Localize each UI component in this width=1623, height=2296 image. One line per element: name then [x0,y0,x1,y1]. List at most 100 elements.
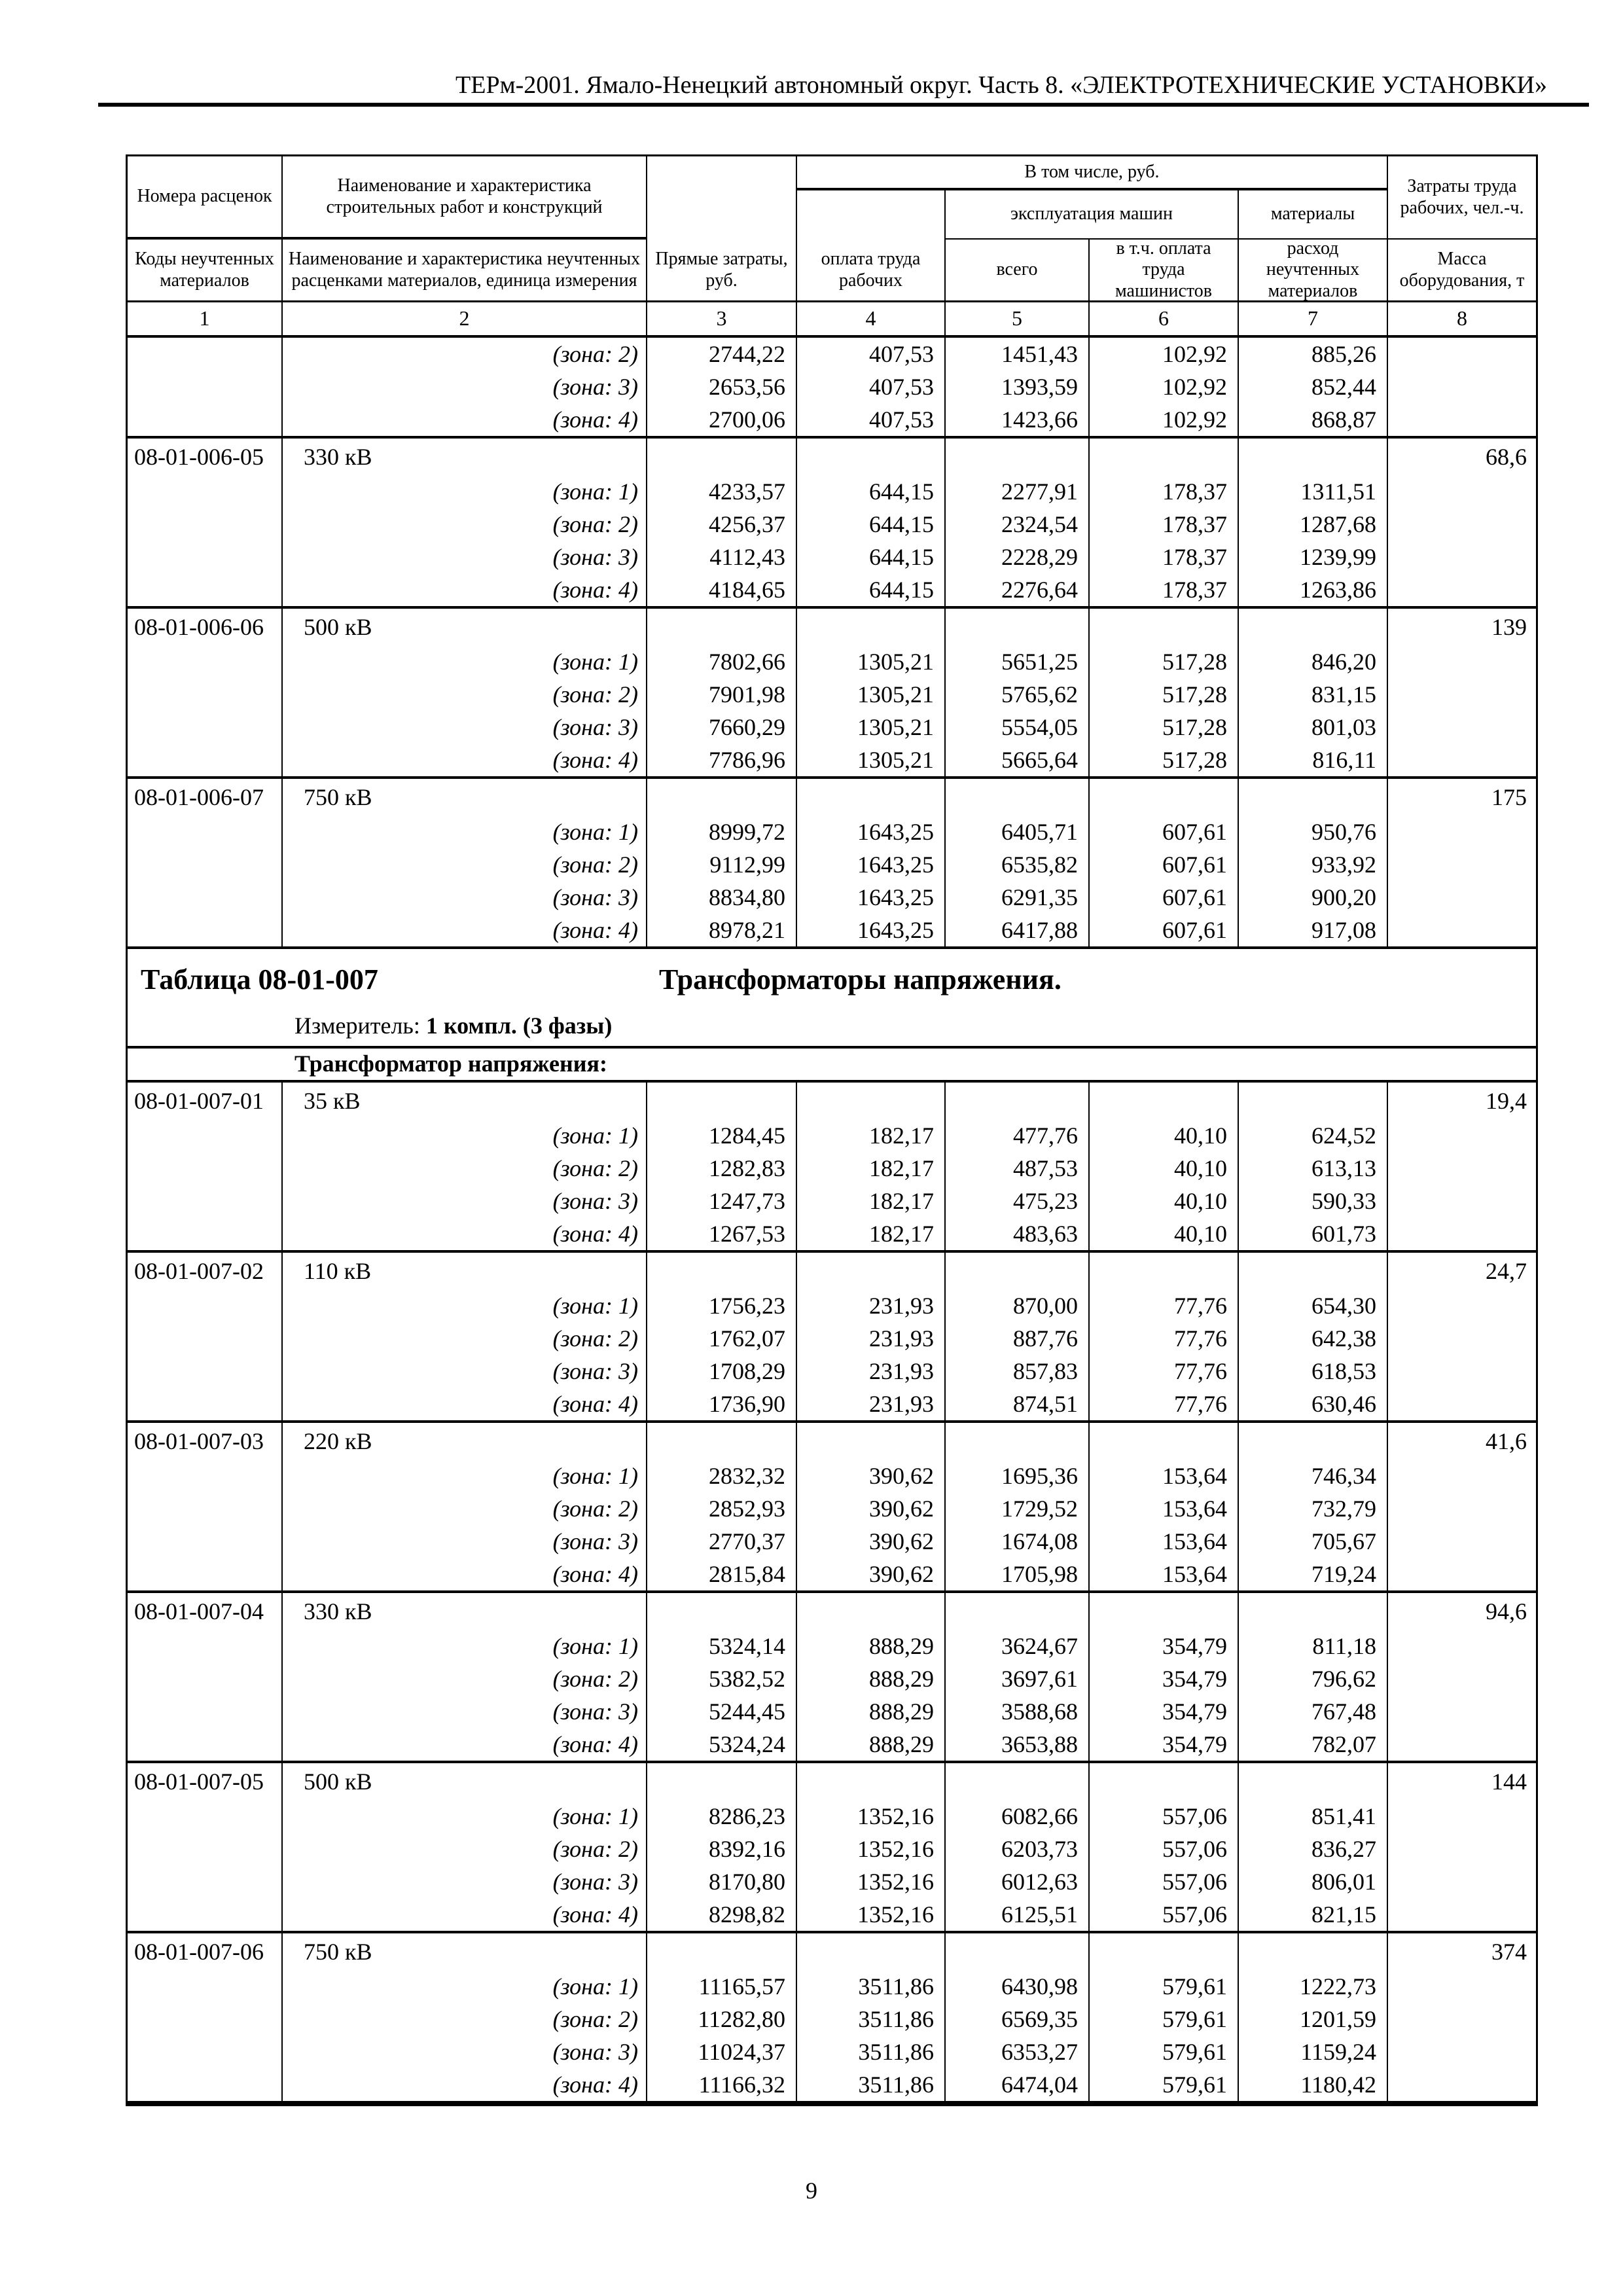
cell-empty [1388,744,1536,776]
cell-total: 1674,08 [946,1525,1090,1558]
cell-empty [128,338,283,370]
cell-empty [128,1119,283,1152]
cell-zone-label: (зона: 4) [283,1558,647,1590]
cell-labor-pay: 1643,25 [797,816,946,848]
cell-empty [1388,1460,1536,1492]
cell-equipment-mass: 175 [1491,784,1527,810]
header-rate-numbers: Номера расценок [128,156,283,240]
cell-empty [647,1083,797,1119]
cell-direct-costs: 5382,52 [647,1662,797,1695]
cell-machinist-pay: 607,61 [1090,881,1239,914]
table-row: (зона: 3) 4112,43 644,15 2228,29 178,37 1239,… [128,541,1536,573]
rate-block: 08-01-007-05 500 кВ 144 (зона: 1) 8286,23 135… [128,1763,1536,1933]
cell-total: 5765,62 [946,678,1090,711]
cell-machinist-pay: 517,28 [1090,678,1239,711]
cell-labor-pay: 3511,86 [797,2068,946,2101]
cell-total: 2324,54 [946,508,1090,541]
cell-materials-consumption: 618,53 [1239,1355,1388,1388]
cell-materials-consumption: 1201,59 [1239,2003,1388,2036]
cell-labor-pay: 644,15 [797,508,946,541]
rate-header-row: 08-01-007-01 35 кВ 19,4 [128,1083,1536,1119]
cell-empty [1388,816,1536,848]
cell-empty [1388,338,1536,370]
cell-direct-costs: 8298,82 [647,1898,797,1931]
cell-machinist-pay: 557,06 [1090,1865,1239,1898]
cell-zone-label: (зона: 2) [283,1322,647,1355]
cell-empty [1388,1662,1536,1695]
cell-machinist-pay: 517,28 [1090,711,1239,744]
cell-labor-pay: 182,17 [797,1217,946,1250]
cell-empty [1388,2036,1536,2068]
cell-direct-costs: 1267,53 [647,1217,797,1250]
table-row: (зона: 4) 8298,82 1352,16 6125,51 557,06 821,… [128,1898,1536,1931]
cell-machinist-pay: 354,79 [1090,1728,1239,1761]
cell-zone-label: (зона: 1) [283,645,647,678]
table-row: (зона: 1) 4233,57 644,15 2277,91 178,37 1311,… [128,475,1536,508]
cell-machinist-pay: 40,10 [1090,1185,1239,1217]
cell-direct-costs: 2815,84 [647,1558,797,1590]
cell-empty [797,439,946,475]
cell-materials-consumption: 1263,86 [1239,573,1388,606]
page-header-title: ТЕРм-2001. Ямало-Ненецкий автономный окр… [455,71,1547,99]
cell-zone-label: (зона: 3) [283,881,647,914]
cell-empty [1388,1695,1536,1728]
cell-empty [128,1322,283,1355]
cell-empty [647,609,797,645]
cell-direct-costs: 11165,57 [647,1970,797,2003]
cell-direct-costs: 2852,93 [647,1492,797,1525]
cell-total: 6353,27 [946,2036,1090,2068]
cell-empty [946,1423,1090,1460]
table-row: (зона: 2) 1762,07 231,93 887,76 77,76 642,38 [128,1322,1536,1355]
header-machinist-pay: в т.ч. оплата труда машинистов [1090,238,1239,301]
cell-direct-costs: 1762,07 [647,1322,797,1355]
section-title: Трансформаторы напряжения. [659,963,1061,996]
cell-empty [1388,1898,1536,1931]
cell-labor-pay: 3511,86 [797,2036,946,2068]
cell-empty [1090,609,1239,645]
cell-zone-label: (зона: 4) [283,1217,647,1250]
cell-labor-pay: 231,93 [797,1289,946,1322]
cell-materials-consumption: 796,62 [1239,1662,1388,1695]
rate-block: 08-01-006-05 330 кВ 68,6 (зона: 1) 4233,57 64… [128,439,1536,609]
cell-labor-pay: 1305,21 [797,645,946,678]
cell-direct-costs: 2832,32 [647,1460,797,1492]
cell-direct-costs: 7901,98 [647,678,797,711]
cell-total: 475,23 [946,1185,1090,1217]
cell-materials-consumption: 917,08 [1239,914,1388,946]
cell-empty [128,2068,283,2101]
cell-machinist-pay: 153,64 [1090,1492,1239,1525]
rate-header-row: 08-01-007-04 330 кВ 94,6 [128,1593,1536,1630]
cell-total: 6291,35 [946,881,1090,914]
cell-materials-consumption: 1180,42 [1239,2068,1388,2101]
cell-empty [1090,1933,1239,1970]
cell-zone-label: (зона: 2) [283,678,647,711]
cell-machinist-pay: 354,79 [1090,1630,1239,1662]
cell-empty [1388,711,1536,744]
table-row: (зона: 1) 1756,23 231,93 870,00 77,76 654,30 [128,1289,1536,1322]
table-row: (зона: 4) 4184,65 644,15 2276,64 178,37 1263,… [128,573,1536,606]
cell-empty [128,573,283,606]
cell-labor-pay: 1305,21 [797,711,946,744]
column-numbers-row: 1 2 3 4 5 6 7 8 [128,300,1536,338]
cell-empty [128,403,283,436]
cell-empty [1388,1970,1536,2003]
cell-empty [128,711,283,744]
cell-direct-costs: 8392,16 [647,1833,797,1865]
section-table-number: Таблица 08-01-007 [141,963,378,996]
cell-labor-pay: 182,17 [797,1152,946,1185]
header-direct-costs-label: Прямые затраты, руб. [655,249,788,291]
cell-direct-costs: 1247,73 [647,1185,797,1217]
cell-empty [647,779,797,816]
cell-empty [128,1662,283,1695]
cell-materials-consumption: 933,92 [1239,848,1388,881]
cell-direct-costs: 1756,23 [647,1289,797,1322]
cell-direct-costs: 8978,21 [647,914,797,946]
cell-empty [1090,1763,1239,1800]
cell-total: 3697,61 [946,1662,1090,1695]
cell-work-name: 330 кВ [283,1593,647,1630]
cell-labor-pay: 644,15 [797,573,946,606]
rate-block: (зона: 2) 2744,22 407,53 1451,43 102,92 885,2… [128,338,1536,439]
cell-empty [647,439,797,475]
cell-empty [946,779,1090,816]
cell-direct-costs: 8834,80 [647,881,797,914]
